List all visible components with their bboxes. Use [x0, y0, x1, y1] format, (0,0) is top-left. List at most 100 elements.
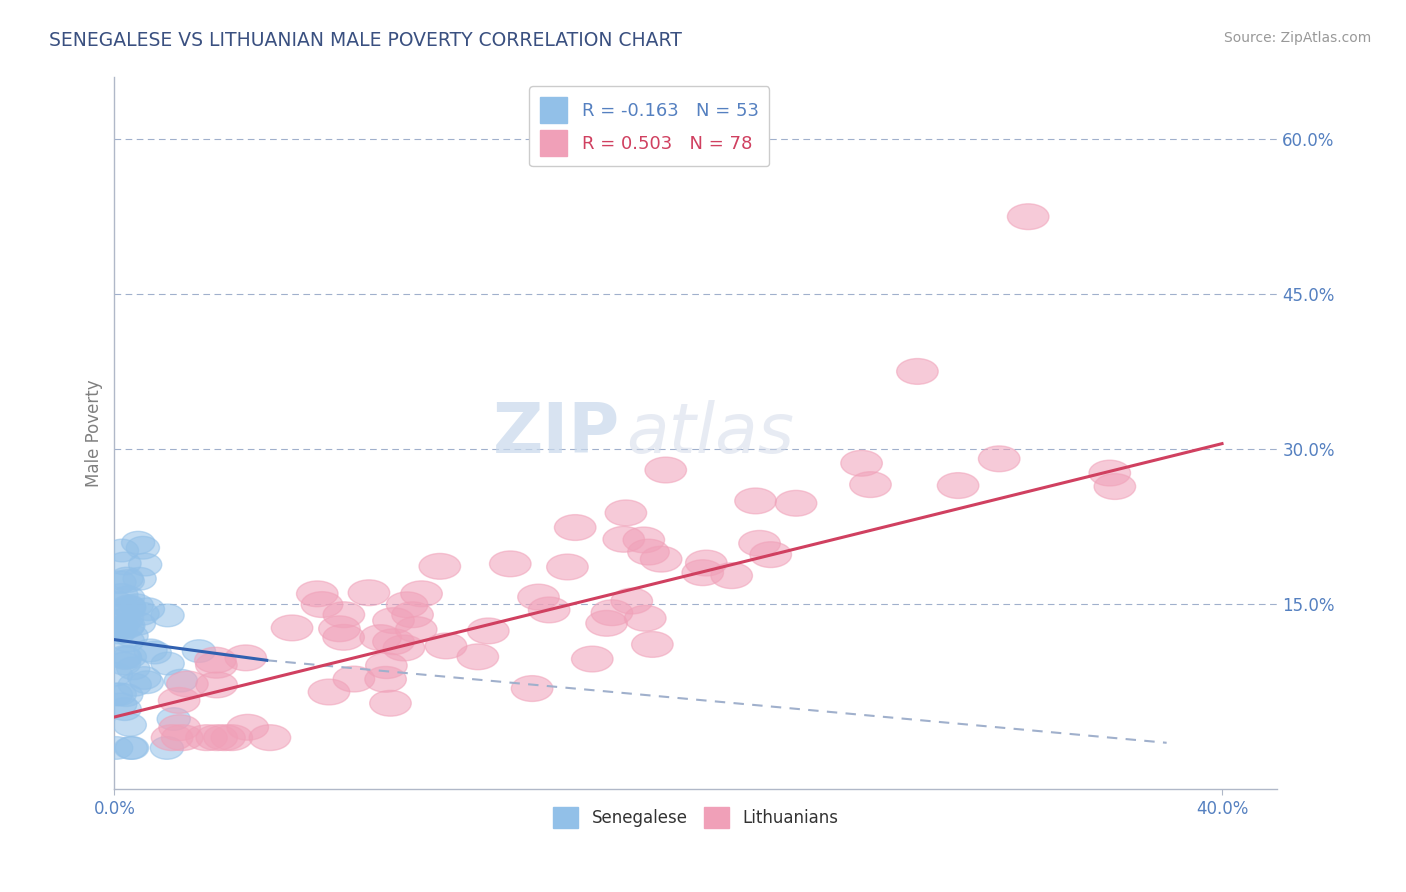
Ellipse shape	[271, 615, 312, 640]
Ellipse shape	[100, 663, 132, 686]
Ellipse shape	[489, 551, 531, 577]
Ellipse shape	[108, 647, 142, 669]
Ellipse shape	[111, 630, 145, 652]
Ellipse shape	[841, 450, 883, 476]
Ellipse shape	[186, 724, 228, 750]
Ellipse shape	[127, 536, 159, 559]
Ellipse shape	[108, 552, 141, 574]
Ellipse shape	[605, 500, 647, 525]
Ellipse shape	[249, 724, 291, 750]
Ellipse shape	[1008, 203, 1049, 229]
Ellipse shape	[686, 550, 727, 576]
Ellipse shape	[392, 602, 433, 628]
Ellipse shape	[735, 488, 776, 514]
Text: ZIP: ZIP	[494, 400, 620, 467]
Ellipse shape	[301, 591, 343, 617]
Ellipse shape	[554, 515, 596, 541]
Ellipse shape	[159, 688, 200, 714]
Ellipse shape	[333, 666, 374, 692]
Ellipse shape	[128, 666, 160, 690]
Ellipse shape	[104, 693, 136, 715]
Ellipse shape	[131, 671, 163, 694]
Ellipse shape	[612, 588, 652, 614]
Ellipse shape	[603, 526, 644, 552]
Text: atlas: atlas	[626, 400, 794, 467]
Ellipse shape	[111, 615, 143, 639]
Ellipse shape	[112, 714, 146, 736]
Ellipse shape	[938, 473, 979, 499]
Ellipse shape	[529, 597, 569, 623]
Ellipse shape	[165, 669, 197, 692]
Ellipse shape	[100, 683, 132, 706]
Text: SENEGALESE VS LITHUANIAN MALE POVERTY CORRELATION CHART: SENEGALESE VS LITHUANIAN MALE POVERTY CO…	[49, 31, 682, 50]
Ellipse shape	[103, 621, 135, 644]
Ellipse shape	[319, 615, 360, 641]
Ellipse shape	[979, 446, 1019, 472]
Ellipse shape	[103, 683, 136, 706]
Ellipse shape	[586, 610, 627, 636]
Ellipse shape	[640, 546, 682, 572]
Text: Source: ZipAtlas.com: Source: ZipAtlas.com	[1223, 31, 1371, 45]
Ellipse shape	[382, 635, 425, 661]
Ellipse shape	[100, 616, 132, 639]
Ellipse shape	[370, 690, 411, 716]
Ellipse shape	[512, 675, 553, 701]
Ellipse shape	[323, 624, 364, 650]
Ellipse shape	[105, 539, 139, 562]
Ellipse shape	[419, 553, 461, 579]
Ellipse shape	[645, 457, 686, 483]
Ellipse shape	[225, 645, 267, 671]
Ellipse shape	[1090, 460, 1130, 486]
Ellipse shape	[152, 724, 193, 750]
Ellipse shape	[349, 580, 389, 606]
Ellipse shape	[624, 606, 666, 632]
Ellipse shape	[517, 584, 560, 610]
Ellipse shape	[591, 599, 633, 625]
Ellipse shape	[100, 737, 132, 759]
Ellipse shape	[749, 541, 792, 567]
Ellipse shape	[150, 737, 184, 759]
Ellipse shape	[711, 563, 752, 589]
Ellipse shape	[150, 652, 184, 675]
Ellipse shape	[150, 604, 184, 627]
Ellipse shape	[118, 673, 152, 696]
Ellipse shape	[373, 607, 415, 633]
Ellipse shape	[105, 615, 138, 638]
Ellipse shape	[105, 602, 139, 625]
Ellipse shape	[627, 539, 669, 565]
Ellipse shape	[104, 583, 138, 607]
Ellipse shape	[195, 652, 238, 678]
Ellipse shape	[103, 571, 136, 593]
Ellipse shape	[195, 672, 238, 698]
Ellipse shape	[682, 560, 724, 586]
Legend: Senegalese, Lithuanians: Senegalese, Lithuanians	[547, 801, 845, 834]
Ellipse shape	[101, 591, 134, 615]
Ellipse shape	[623, 527, 665, 553]
Ellipse shape	[122, 612, 156, 635]
Y-axis label: Male Poverty: Male Poverty	[86, 379, 103, 487]
Ellipse shape	[195, 724, 238, 750]
Ellipse shape	[194, 648, 236, 673]
Ellipse shape	[159, 714, 201, 740]
Ellipse shape	[107, 652, 141, 675]
Ellipse shape	[297, 581, 337, 607]
Ellipse shape	[167, 671, 208, 697]
Ellipse shape	[134, 639, 167, 662]
Ellipse shape	[360, 624, 402, 650]
Ellipse shape	[204, 724, 245, 750]
Ellipse shape	[110, 567, 143, 590]
Ellipse shape	[897, 359, 938, 384]
Ellipse shape	[323, 602, 364, 628]
Ellipse shape	[117, 657, 150, 680]
Ellipse shape	[162, 724, 202, 750]
Ellipse shape	[211, 724, 253, 750]
Ellipse shape	[114, 737, 148, 759]
Ellipse shape	[127, 602, 159, 625]
Ellipse shape	[157, 707, 190, 731]
Ellipse shape	[631, 632, 673, 657]
Ellipse shape	[457, 644, 499, 670]
Ellipse shape	[738, 531, 780, 557]
Ellipse shape	[387, 592, 427, 617]
Ellipse shape	[111, 615, 145, 637]
Ellipse shape	[114, 646, 146, 668]
